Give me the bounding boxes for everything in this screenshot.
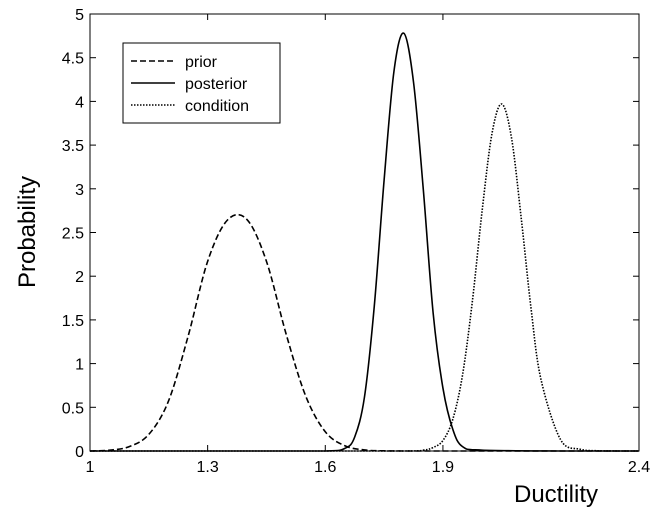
y-tick-label: 1	[75, 357, 84, 374]
legend-label-condition: condition	[185, 98, 249, 115]
y-tick-label: 5	[75, 7, 84, 24]
y-tick-label: 1.5	[62, 313, 84, 330]
y-tick-label: 2	[75, 269, 84, 286]
y-tick-label: 0.5	[62, 400, 84, 417]
y-tick-label: 3	[75, 182, 84, 199]
y-tick-label: 0	[75, 444, 84, 461]
series-layer	[89, 32, 639, 452]
x-tick-label: 1.3	[197, 459, 219, 476]
y-tick-label: 2.5	[62, 226, 84, 243]
x-tick-label: 2.4	[628, 459, 650, 476]
y-tick-label: 4	[75, 94, 84, 111]
y-tick-label: 4.5	[62, 51, 84, 68]
y-tick-label: 3.5	[62, 138, 84, 155]
x-tick-label: 1.6	[314, 459, 336, 476]
tick-marks-layer	[89, 13, 640, 452]
x-tick-label: 1	[86, 459, 95, 476]
series-line-posterior	[89, 32, 639, 452]
x-axis-label: Ductility	[514, 481, 598, 508]
series-line-condition	[89, 103, 639, 452]
legend-label-prior: prior	[185, 54, 218, 71]
x-tick-label: 1.9	[432, 459, 454, 476]
tick-labels-layer: 1 1.3 1.6 1.9 2.4 0 0.5 1 1.5 2 2.5 3 3.5 4 4.5 5	[62, 7, 650, 476]
legend-label-posterior: posterior	[185, 76, 248, 93]
legend: prior posterior condition	[122, 42, 281, 124]
y-axis-label: Probability	[14, 176, 41, 288]
